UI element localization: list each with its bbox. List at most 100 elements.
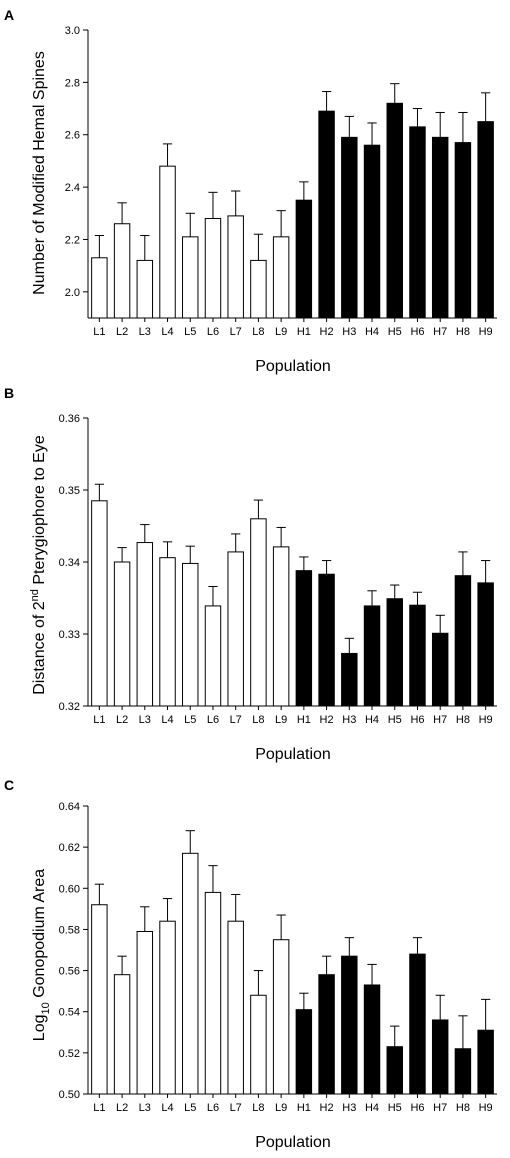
y-tick-label-c: 0.52 — [59, 1048, 80, 1060]
bar-b-l3 — [136, 542, 154, 707]
bar-c-l6 — [204, 891, 222, 1095]
bar-b-h3 — [341, 652, 358, 707]
bar-b-l8 — [250, 518, 267, 707]
y-axis-title-c: Log10 Gonopodium Area — [31, 869, 52, 1041]
x-tick-label-b: L5 — [184, 714, 196, 726]
bar-a-l7 — [227, 215, 244, 319]
x-tick-label-b: H8 — [456, 714, 470, 726]
y-tick-label-b: 0.32 — [59, 701, 80, 713]
x-tick-label-c: L7 — [230, 1102, 242, 1114]
bar-a-h1 — [295, 199, 313, 319]
x-tick-label-a: H7 — [433, 326, 447, 338]
plot-area-b: 0.32 0.33 0.34 0.35 0.36 L1 L2 L3 L4 L5 L6 L7 L8 L9 H1… — [59, 413, 497, 726]
y-tick-label-c: 0.50 — [59, 1089, 80, 1101]
x-tick-label-b: H6 — [410, 714, 424, 726]
panel-c: C 0.50 0.52 0.54 0.56 0.58 0.60 0.62 0.64 L1 L2 L3… — [4, 777, 497, 1151]
y-tick-label-a: 2.0 — [65, 287, 80, 299]
bar-b-l9 — [272, 546, 290, 707]
x-tick-label-b: L7 — [230, 714, 242, 726]
x-tick-label-b: L9 — [275, 714, 287, 726]
bar-b-l6 — [204, 605, 222, 707]
bar-a-h5 — [386, 102, 403, 319]
x-tick-label-a: L9 — [275, 326, 287, 338]
y-tick-label-a: 2.6 — [65, 130, 80, 142]
x-tick-label-c: L5 — [184, 1102, 196, 1114]
bar-a-l4 — [159, 165, 176, 319]
x-tick-label-b: L6 — [207, 714, 219, 726]
bar-a-h3 — [341, 136, 358, 319]
bar-b-l7 — [227, 551, 244, 707]
x-tick-label-a: H2 — [320, 326, 334, 338]
bar-c-h8 — [454, 1048, 472, 1095]
x-tick-label-b: L2 — [116, 714, 128, 726]
y-tick-label-c: 0.64 — [59, 801, 80, 813]
x-tick-label-a: L1 — [93, 326, 105, 338]
x-tick-label-c: H1 — [297, 1102, 311, 1114]
bar-c-l8 — [250, 994, 267, 1095]
bar-c-h7 — [431, 1019, 449, 1095]
panel-letter-a: A — [4, 7, 14, 23]
bar-a-l6 — [204, 218, 222, 319]
y-axis-title-a: Number of Modified Hemal Spines — [31, 51, 48, 295]
y-tick-label-c: 0.62 — [59, 842, 80, 854]
plot-area-a: 2.0 2.2 2.4 2.6 2.8 3.0 L1 L2 L3 L4 L5 L6 L7 L8 L9 H1 H2… — [65, 25, 497, 338]
x-tick-label-b: L3 — [139, 714, 151, 726]
bar-a-h9 — [477, 121, 494, 319]
plot-area-c: 0.50 0.52 0.54 0.56 0.58 0.60 0.62 0.64 L1 L2 L3 L4… — [59, 801, 497, 1114]
x-tick-label-a: H8 — [456, 326, 470, 338]
x-tick-label-b: L1 — [93, 714, 105, 726]
bar-c-h6 — [409, 953, 426, 1095]
bar-c-l9 — [272, 939, 290, 1095]
x-tick-label-c: L1 — [93, 1102, 105, 1114]
bar-c-h9 — [477, 1029, 494, 1095]
x-tick-label-c: H3 — [342, 1102, 356, 1114]
y-tick-label-b: 0.34 — [59, 557, 80, 569]
bar-b-l5 — [182, 562, 199, 707]
bar-c-l4 — [159, 920, 176, 1095]
y-tick-label-a: 2.8 — [65, 77, 80, 89]
bar-a-h6 — [409, 126, 426, 319]
x-tick-label-b: H2 — [320, 714, 334, 726]
x-tick-label-c: L8 — [252, 1102, 264, 1114]
bar-c-l5 — [182, 852, 199, 1095]
bar-b-h9 — [477, 582, 494, 707]
x-tick-label-c: L6 — [207, 1102, 219, 1114]
x-tick-label-a: H3 — [342, 326, 356, 338]
x-tick-label-a: H5 — [388, 326, 402, 338]
bar-a-h8 — [454, 142, 472, 319]
y-tick-label-c: 0.60 — [59, 883, 80, 895]
bar-c-h1 — [295, 1009, 313, 1095]
x-tick-label-b: H3 — [342, 714, 356, 726]
x-tick-label-c: H8 — [456, 1102, 470, 1114]
bar-a-h7 — [431, 136, 449, 319]
x-axis-title-a: Population — [255, 358, 331, 375]
y-tick-label-c: 0.58 — [59, 924, 80, 936]
bar-c-h3 — [341, 955, 358, 1095]
bar-a-l2 — [113, 223, 131, 319]
x-tick-label-c: H7 — [433, 1102, 447, 1114]
panel-b: B 0.32 0.33 0.34 0.35 0.36 L1 L2 L3 L4 L5 L6 L7 L8 L9… — [4, 385, 497, 763]
y-tick-label-a: 2.4 — [65, 182, 80, 194]
y-tick-label-a: 3.0 — [65, 25, 80, 37]
x-tick-label-a: L7 — [230, 326, 242, 338]
x-tick-label-b: H7 — [433, 714, 447, 726]
x-tick-label-a: L2 — [116, 326, 128, 338]
y-axis-title-b: Distance of 2nd Pterygiophore to Eye — [29, 435, 48, 695]
bar-b-h4 — [363, 605, 381, 707]
bar-a-l3 — [136, 259, 154, 319]
y-tick-label-a: 2.2 — [65, 234, 80, 246]
x-tick-label-c: L4 — [161, 1102, 173, 1114]
y-tick-label-c: 0.56 — [59, 966, 80, 978]
x-tick-label-b: L8 — [252, 714, 264, 726]
bar-c-h5 — [386, 1046, 403, 1095]
bar-a-l9 — [272, 236, 290, 319]
x-tick-label-b: H4 — [365, 714, 379, 726]
x-tick-label-b: L4 — [161, 714, 173, 726]
x-tick-label-b: H9 — [479, 714, 493, 726]
x-tick-label-c: H9 — [479, 1102, 493, 1114]
x-tick-label-a: L4 — [161, 326, 173, 338]
bar-b-h1 — [295, 570, 313, 707]
x-tick-label-c: H6 — [410, 1102, 424, 1114]
bar-b-h6 — [409, 604, 426, 707]
